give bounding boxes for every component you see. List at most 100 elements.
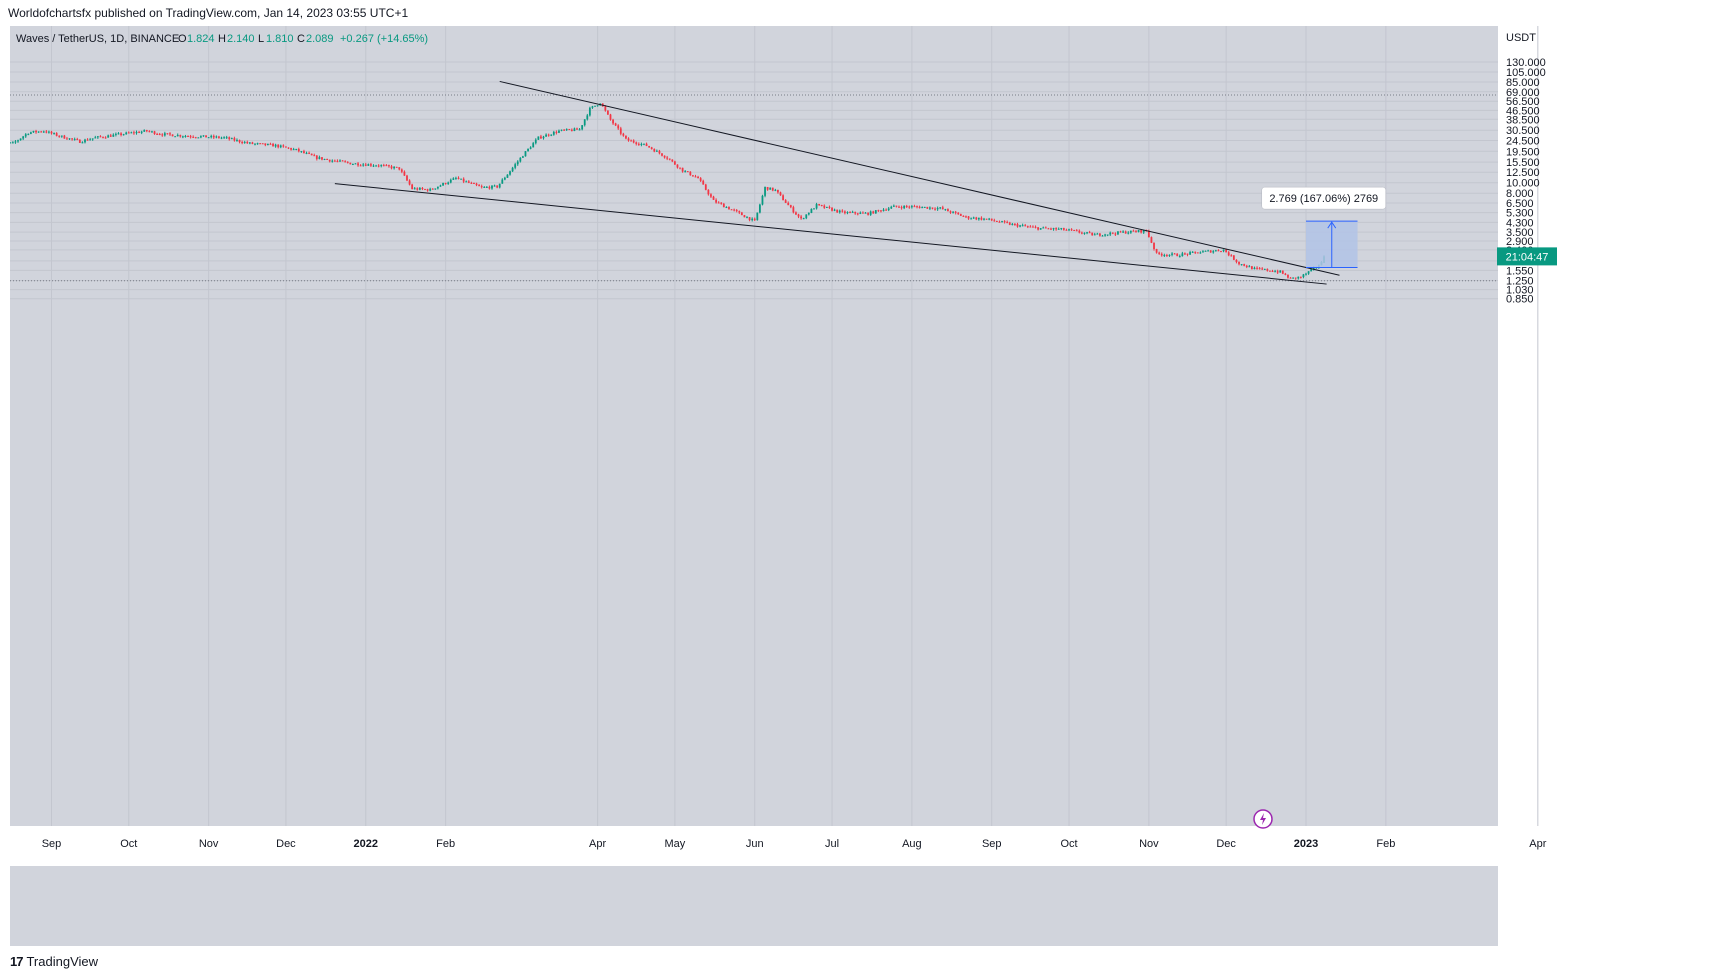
candle-body [279,145,282,148]
candle [1060,227,1063,231]
candle-body [114,133,117,135]
candle [256,142,259,145]
candle-body [1263,268,1266,270]
candle-body [406,175,408,181]
candle-body [140,131,143,133]
candle [1016,222,1019,228]
candle-body [421,187,424,190]
candle-body [645,143,648,146]
candle-body [668,158,671,160]
measure-tool[interactable]: 2.769 (167.06%) 2769 [1261,186,1387,268]
candle [452,177,455,181]
candle-body [892,205,895,207]
footer-brand[interactable]: 17 TradingView [10,954,98,969]
candle-body [388,165,390,167]
candle-body [573,128,576,131]
candle-body [1207,250,1210,252]
candle [1132,229,1135,232]
time-axis[interactable]: Sep Oct Nov Dec 2022 Feb Apr May Jun Jul Aug Sep Oct… [42,838,1547,850]
candle [480,184,483,189]
candle [478,183,481,187]
candle-body [910,206,913,208]
candle-body [1086,232,1088,234]
chart-area[interactable]: 2.769 (167.06%) 2769 130.000 105.000 85.00… [0,26,1718,946]
candle [828,205,831,209]
candle-body [151,131,153,133]
price-tick-label: 130.000 [1506,57,1546,69]
candle [310,153,313,156]
candle [1297,276,1300,280]
candle-body [475,183,478,186]
candle [400,168,403,174]
candle [756,212,759,221]
candle [279,144,282,149]
candle-body [158,134,161,136]
candle [1001,220,1003,223]
candle-body [290,148,292,150]
candle [292,147,295,151]
candle-body [1150,237,1153,243]
price-tick-label: 30.500 [1506,125,1540,137]
candle-body [975,217,978,220]
candle [671,159,674,163]
candle-body [841,210,844,212]
candle [1042,226,1045,229]
candle [1086,231,1088,235]
candle [594,105,596,107]
candle [1274,269,1276,273]
footer-brand-text: TradingView [26,954,99,969]
candle [661,153,663,157]
candle-body [1163,254,1166,256]
candle-body [76,139,79,141]
price-chart[interactable]: 2.769 (167.06%) 2769 130.000105.00085.00… [0,26,1718,946]
candle [1168,254,1171,257]
candle-body [965,216,967,218]
price-axis-background [1498,26,1718,946]
candle [1302,273,1305,279]
candle [35,129,37,134]
candle [1207,249,1210,252]
candle-body [1070,229,1073,231]
candle-body [382,165,385,167]
candle [285,146,287,148]
candle-body [519,157,522,162]
candle [591,105,594,109]
candle-body [1209,250,1212,253]
time-tick-label: Aug [902,838,922,850]
candle-body [120,133,122,135]
price-tick-label: 1.030 [1506,285,1534,297]
candle [627,137,630,142]
candle [630,139,632,142]
replay-icon[interactable] [1253,809,1273,829]
candle [697,175,699,179]
candle [673,160,676,165]
candle-body [351,164,354,166]
candle-body [200,136,202,138]
candle-body [230,138,233,140]
measure-label-text: 2.769 (167.06%) 2769 [1269,193,1378,205]
candle-body [764,187,766,196]
candle [774,188,777,192]
candle [55,132,58,137]
upper-trendline[interactable] [499,80,1340,276]
candle-body [133,132,135,134]
candle-body [1011,223,1014,225]
candle [436,186,439,190]
candle-body [1173,253,1176,255]
candle [269,142,272,145]
candle [851,210,854,213]
time-tick-label: Jun [746,838,764,850]
lower-trendline[interactable] [334,183,1327,285]
candle [336,159,339,163]
trendlines[interactable] [334,80,1340,285]
candle [491,185,493,190]
candle-body [1014,223,1016,225]
candle [192,135,195,139]
candle-body [581,125,584,130]
candle [1111,232,1114,235]
candle-body [820,204,823,206]
candle-body [305,152,308,154]
candle [1080,231,1083,235]
candle [735,208,738,213]
candle [91,138,94,141]
